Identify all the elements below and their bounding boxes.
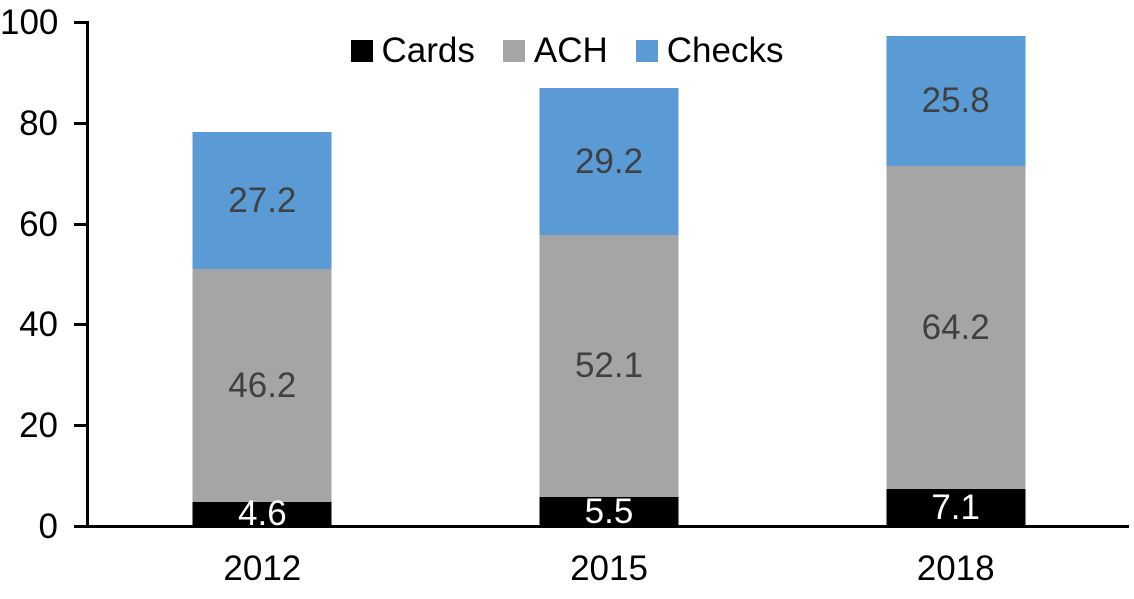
x-axis-tick-label: 2015 [570, 549, 648, 588]
bar-segment-checks: 27.2 [192, 131, 332, 269]
bar-segment-ach: 46.2 [192, 268, 332, 502]
stacked-bar-2015: 5.5 52.1 29.2 [539, 87, 679, 529]
bar-segment-ach: 64.2 [886, 165, 1026, 490]
legend-swatch-cards-icon [350, 39, 373, 62]
y-axis-tick-label: 20 [19, 406, 58, 446]
plot-area: 4.6 46.2 27.2 5.5 52.1 29.2 7.1 64.2 25.8 [89, 21, 1129, 531]
y-axis-tick-label: 40 [19, 305, 58, 345]
legend-label: Checks [666, 31, 784, 70]
x-axis-tick-label: 2018 [916, 549, 995, 588]
y-axis-tick [74, 121, 86, 125]
bar-value-label: 27.2 [228, 180, 297, 220]
x-axis-line [86, 525, 1129, 528]
x-axis-tick-label: 2012 [223, 549, 302, 588]
legend-swatch-checks-icon [635, 39, 658, 62]
bar-segment-cards: 4.6 [192, 496, 332, 531]
bar-value-label: 7.1 [931, 487, 980, 527]
y-axis-tick [74, 21, 86, 24]
y-axis-tick-label: 0 [38, 507, 58, 546]
y-axis-tick [74, 222, 86, 226]
bar-segment-cards: 7.1 [886, 487, 1026, 527]
y-axis-line [86, 21, 89, 528]
bar-value-label: 5.5 [584, 491, 634, 531]
bar-segment-checks: 25.8 [886, 35, 1026, 166]
bar-value-label: 52.1 [574, 346, 644, 386]
bar-value-label: 29.2 [574, 141, 644, 181]
y-axis-tick [74, 525, 86, 528]
y-axis-tick [74, 424, 86, 428]
bar-value-label: 64.2 [921, 307, 990, 347]
legend-item-checks: Checks [635, 31, 784, 70]
bar-segment-ach: 52.1 [539, 234, 679, 498]
legend-item-ach: ACH [502, 31, 608, 70]
x-axis-labels: 2012 2015 2018 [89, 549, 1129, 589]
y-axis-tick-label: 60 [19, 204, 58, 244]
legend-swatch-ach-icon [502, 39, 525, 62]
legend-item-cards: Cards [350, 31, 475, 70]
y-axis-tick [74, 323, 86, 327]
bar-value-label: 4.6 [238, 493, 287, 533]
bar-segment-checks: 29.2 [539, 87, 679, 235]
bar-segment-cards: 5.5 [539, 494, 679, 529]
bar-value-label: 25.8 [921, 81, 990, 121]
stacked-bar-2012: 4.6 46.2 27.2 [192, 131, 332, 531]
category-slot-2012: 4.6 46.2 27.2 [89, 21, 436, 531]
y-axis-tick-label: 80 [19, 103, 58, 143]
chart-legend: Cards ACH Checks [0, 33, 1134, 68]
category-slot-2018: 7.1 64.2 25.8 [782, 21, 1129, 525]
stacked-bar-2018: 7.1 64.2 25.8 [886, 35, 1026, 527]
category-slot-2015: 5.5 52.1 29.2 [436, 21, 783, 529]
bar-value-label: 46.2 [228, 365, 297, 405]
legend-label: ACH [533, 31, 608, 70]
y-axis-tick-label: 100 [0, 3, 59, 42]
legend-label: Cards [381, 31, 475, 70]
